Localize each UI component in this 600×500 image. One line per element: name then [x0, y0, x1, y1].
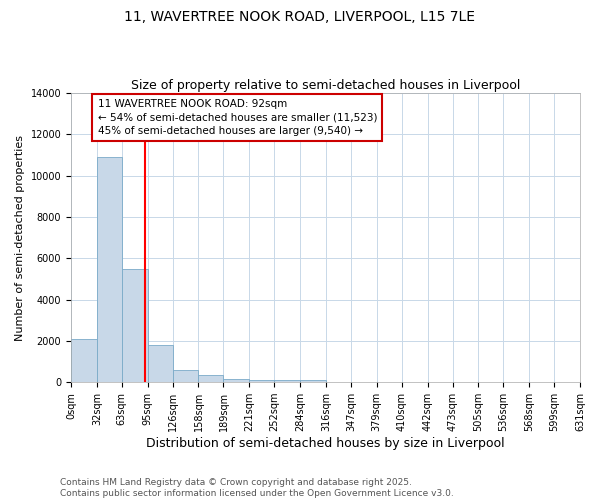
Text: 11, WAVERTREE NOOK ROAD, LIVERPOOL, L15 7LE: 11, WAVERTREE NOOK ROAD, LIVERPOOL, L15 … — [125, 10, 476, 24]
Bar — [199, 375, 223, 382]
Bar — [274, 380, 300, 382]
Y-axis label: Number of semi-detached properties: Number of semi-detached properties — [15, 134, 25, 340]
Bar — [148, 345, 173, 382]
Bar — [223, 379, 249, 382]
Bar — [249, 380, 274, 382]
Bar — [122, 268, 148, 382]
Title: Size of property relative to semi-detached houses in Liverpool: Size of property relative to semi-detach… — [131, 79, 520, 92]
Text: Contains HM Land Registry data © Crown copyright and database right 2025.
Contai: Contains HM Land Registry data © Crown c… — [60, 478, 454, 498]
Bar — [71, 339, 97, 382]
X-axis label: Distribution of semi-detached houses by size in Liverpool: Distribution of semi-detached houses by … — [146, 437, 505, 450]
Bar — [173, 370, 199, 382]
Bar — [97, 157, 122, 382]
Bar — [300, 380, 326, 382]
Text: 11 WAVERTREE NOOK ROAD: 92sqm
← 54% of semi-detached houses are smaller (11,523): 11 WAVERTREE NOOK ROAD: 92sqm ← 54% of s… — [98, 100, 377, 136]
